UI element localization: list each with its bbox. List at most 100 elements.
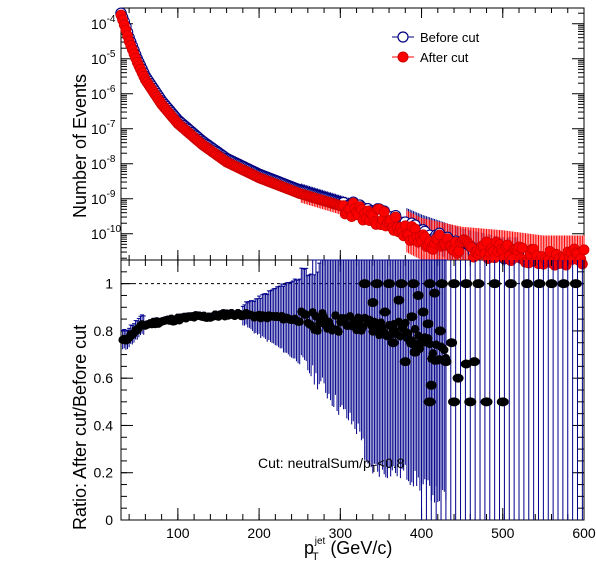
ratio-point-extra: [422, 319, 434, 329]
ratio-point-one: [521, 279, 534, 289]
ratio-point-half: [464, 397, 477, 407]
bottom-x-tick-label: 400: [410, 525, 434, 541]
ratio-point-extra: [409, 347, 421, 357]
ratio-point-one: [545, 279, 558, 289]
cut-annotation: Cut: neutralSum/pT<0.8: [258, 455, 405, 475]
legend: Before cut After cut: [392, 30, 480, 65]
ratio-point-one: [370, 279, 383, 289]
ratio-point: [302, 310, 311, 319]
top-y-tick-exponent: -9: [107, 189, 116, 200]
after-cut-point: [390, 211, 401, 223]
ratio-point-half: [448, 397, 461, 407]
ratio-point: [358, 322, 368, 332]
ratio-point: [428, 349, 438, 358]
ratio-point-extra: [446, 338, 458, 348]
top-y-tick-base: 10: [91, 121, 107, 137]
top-y-tick-exponent: -5: [107, 49, 116, 60]
x-axis-title-sup: jet: [314, 536, 326, 547]
bottom-y-tick-label: 1: [105, 276, 113, 292]
ratio-point-one: [423, 279, 436, 289]
ratio-point-one: [569, 279, 582, 289]
before-cut-points: [115, 7, 525, 266]
ratio-point: [401, 318, 410, 328]
bottom-x-tick-label: 300: [329, 525, 353, 541]
ratio-point-extra: [393, 295, 405, 305]
ratio-point-one: [435, 279, 448, 289]
top-y-tick-base: 10: [91, 156, 107, 172]
ratio-point-one: [488, 279, 501, 289]
ratio-point-one: [358, 279, 371, 289]
ratio-point-one: [557, 279, 570, 289]
bottom-y-tick-label: 0: [105, 512, 113, 528]
x-axis-title: pTjet (GeV/c): [304, 536, 392, 563]
ratio-point-half: [480, 397, 493, 407]
cut-annotation-sub: T: [371, 464, 377, 475]
top-y-tick-label: 10-8: [91, 154, 116, 172]
ratio-point-extra: [379, 307, 391, 317]
ratio-point-extra: [387, 338, 399, 348]
bottom-y-tick-label: 0.6: [94, 370, 114, 386]
x-axis-title-units: (GeV/c): [325, 538, 392, 558]
ratio-point-extra: [434, 326, 446, 336]
legend-before-marker: [397, 31, 409, 43]
ratio-point-extra: [440, 357, 452, 367]
ratio-point-extra: [367, 298, 379, 308]
top-y-tick-base: 10: [91, 51, 107, 67]
ratio-point-extra: [417, 307, 429, 317]
ratio-point-extra: [429, 288, 441, 298]
top-y-tick-exponent: -8: [107, 154, 116, 165]
cut-annotation-tail: <0.8: [377, 455, 405, 471]
after-cut-point: [578, 244, 590, 256]
top-y-tick-exponent: -6: [107, 84, 116, 95]
top-y-tick-label: 10-5: [91, 49, 116, 67]
bottom-x-tick-label: 500: [491, 525, 515, 541]
top-y-tick-base: 10: [91, 226, 107, 242]
ratio-point-one: [448, 279, 461, 289]
ratio-point-one: [460, 279, 473, 289]
after-cut-points: [115, 9, 590, 271]
legend-after-label: After cut: [420, 50, 469, 65]
ratio-point-extra: [412, 290, 424, 300]
ratio-point-one: [383, 279, 396, 289]
ratio-point: [313, 326, 322, 335]
x-axis-title-main: p: [304, 538, 314, 558]
ratio-point-extra: [401, 328, 413, 338]
ratio-point-extra: [425, 380, 437, 390]
top-y-tick-exponent: -4: [107, 14, 116, 25]
ratio-point-extra: [399, 357, 411, 367]
top-y-tick-label: 10-9: [91, 189, 116, 207]
ratio-point: [410, 324, 420, 334]
top-y-tick-base: 10: [91, 16, 107, 32]
ratio-point: [334, 327, 343, 336]
top-y-tick-base: 10: [91, 191, 107, 207]
top-y-tick-label: 10-4: [91, 14, 116, 32]
ratio-point: [331, 311, 340, 320]
top-y-tick-label: 10-6: [91, 84, 116, 102]
bottom-y-tick-label: 0.4: [94, 417, 114, 433]
ratio-point-one: [472, 279, 485, 289]
ratio-point-extra: [468, 357, 480, 367]
ratio-point: [440, 345, 449, 355]
ratio-point-one: [533, 279, 546, 289]
top-y-axis-title: Number of Events: [70, 74, 90, 218]
top-y-tick-exponent: -10: [107, 224, 122, 235]
ratio-point-one: [407, 279, 420, 289]
ratio-point: [295, 317, 304, 326]
ratio-point-half: [496, 397, 509, 407]
ratio-point-one: [395, 279, 408, 289]
legend-after-marker: [397, 51, 409, 63]
top-y-tick-label: 10-10: [91, 224, 121, 242]
ratio-point-extra: [406, 312, 418, 322]
ratio-point-one: [504, 279, 517, 289]
bottom-x-tick-label: 600: [572, 525, 596, 541]
ratio-point-extra: [452, 373, 464, 383]
legend-before-label: Before cut: [420, 30, 480, 45]
cut-annotation-main: Cut: neutralSum/p: [258, 455, 371, 471]
ratio-points: [118, 279, 582, 407]
ratio-point: [425, 339, 434, 349]
bottom-x-tick-label: 100: [166, 525, 190, 541]
bottom-x-tick-label: 200: [247, 525, 271, 541]
ratio-error-bars: [120, 259, 583, 520]
top-y-tick-label: 10-7: [91, 119, 116, 137]
